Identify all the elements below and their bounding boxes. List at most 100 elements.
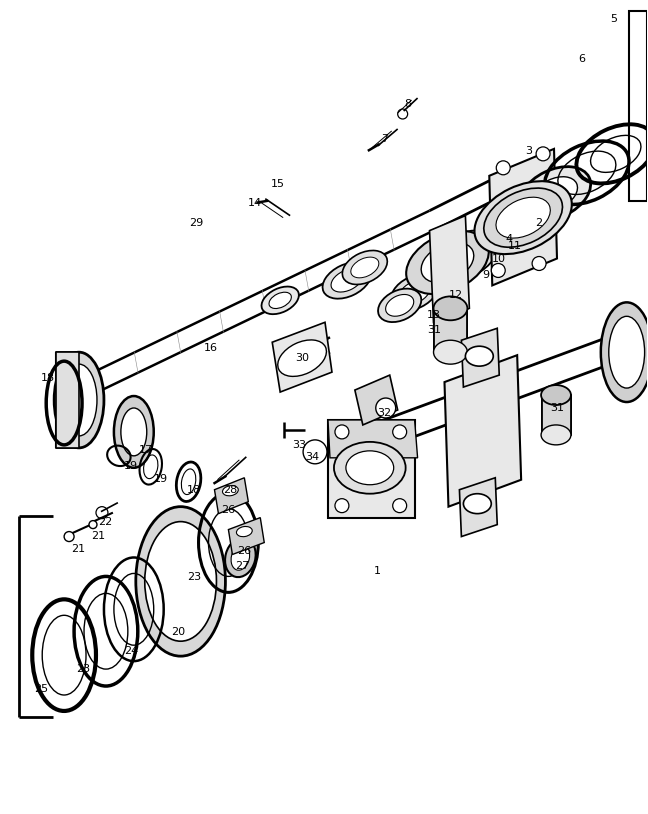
Ellipse shape xyxy=(496,161,510,175)
Ellipse shape xyxy=(463,494,491,514)
Text: 9: 9 xyxy=(483,270,490,281)
Ellipse shape xyxy=(536,147,550,161)
Ellipse shape xyxy=(222,486,238,496)
Ellipse shape xyxy=(393,499,407,513)
Ellipse shape xyxy=(346,451,394,484)
Ellipse shape xyxy=(323,262,371,299)
Ellipse shape xyxy=(532,256,546,270)
Polygon shape xyxy=(459,478,497,536)
Ellipse shape xyxy=(406,258,459,299)
Text: 20: 20 xyxy=(172,628,186,637)
Ellipse shape xyxy=(434,296,467,320)
Ellipse shape xyxy=(335,499,349,513)
Ellipse shape xyxy=(378,289,421,322)
Text: 6: 6 xyxy=(579,55,585,64)
Ellipse shape xyxy=(136,506,226,656)
Text: 29: 29 xyxy=(189,217,203,228)
Polygon shape xyxy=(355,375,398,425)
Ellipse shape xyxy=(342,251,388,284)
Text: 11: 11 xyxy=(508,241,522,251)
Ellipse shape xyxy=(386,295,413,316)
Ellipse shape xyxy=(491,264,505,278)
Ellipse shape xyxy=(121,408,146,456)
Text: 17: 17 xyxy=(139,445,153,455)
Text: 2: 2 xyxy=(535,217,542,228)
Text: 18: 18 xyxy=(187,484,201,495)
Ellipse shape xyxy=(61,364,97,436)
Ellipse shape xyxy=(465,346,493,366)
Polygon shape xyxy=(445,355,521,506)
Text: 31: 31 xyxy=(550,403,564,413)
Text: 23: 23 xyxy=(187,572,202,582)
Ellipse shape xyxy=(351,257,379,278)
Text: 33: 33 xyxy=(292,440,306,450)
Polygon shape xyxy=(272,322,332,392)
Text: 22: 22 xyxy=(98,517,112,527)
Ellipse shape xyxy=(262,287,299,314)
Polygon shape xyxy=(434,309,467,352)
Ellipse shape xyxy=(399,281,430,304)
Text: 7: 7 xyxy=(381,134,388,144)
Ellipse shape xyxy=(601,302,648,402)
Polygon shape xyxy=(461,328,499,387)
Text: 18: 18 xyxy=(41,373,55,383)
Ellipse shape xyxy=(231,545,249,571)
Text: 3: 3 xyxy=(526,146,533,155)
Text: 8: 8 xyxy=(404,99,411,109)
Ellipse shape xyxy=(496,197,550,238)
Ellipse shape xyxy=(427,254,466,283)
Ellipse shape xyxy=(331,269,363,292)
Ellipse shape xyxy=(334,442,406,494)
Ellipse shape xyxy=(474,182,572,254)
Ellipse shape xyxy=(417,246,476,291)
Ellipse shape xyxy=(393,425,407,439)
Ellipse shape xyxy=(237,527,252,536)
Text: 34: 34 xyxy=(305,452,319,462)
Polygon shape xyxy=(214,478,248,514)
Text: 28: 28 xyxy=(224,484,238,495)
Ellipse shape xyxy=(54,352,104,448)
Text: 15: 15 xyxy=(272,179,285,189)
Ellipse shape xyxy=(406,231,489,294)
Text: 30: 30 xyxy=(295,353,309,363)
Ellipse shape xyxy=(391,274,438,310)
Polygon shape xyxy=(228,518,264,554)
Ellipse shape xyxy=(541,425,571,445)
Text: 21: 21 xyxy=(91,531,105,540)
Ellipse shape xyxy=(145,522,216,641)
Text: 26: 26 xyxy=(237,545,251,555)
Text: 12: 12 xyxy=(448,291,463,300)
Ellipse shape xyxy=(608,317,645,388)
Ellipse shape xyxy=(533,177,577,211)
Text: 19: 19 xyxy=(154,474,168,484)
Ellipse shape xyxy=(278,340,327,376)
Ellipse shape xyxy=(225,538,256,577)
Ellipse shape xyxy=(434,340,467,364)
Text: 25: 25 xyxy=(34,684,49,694)
Polygon shape xyxy=(489,149,557,286)
Text: 31: 31 xyxy=(428,326,441,335)
Ellipse shape xyxy=(376,398,396,418)
Text: 19: 19 xyxy=(124,461,138,470)
Polygon shape xyxy=(328,420,417,457)
Ellipse shape xyxy=(64,532,74,541)
Text: 5: 5 xyxy=(610,15,618,24)
Ellipse shape xyxy=(484,188,562,247)
Ellipse shape xyxy=(431,230,498,281)
Polygon shape xyxy=(430,216,469,323)
Text: 21: 21 xyxy=(71,544,85,554)
Text: 24: 24 xyxy=(124,646,138,656)
Polygon shape xyxy=(290,350,308,380)
Text: 4: 4 xyxy=(505,234,513,243)
Text: 16: 16 xyxy=(203,344,218,353)
Polygon shape xyxy=(328,420,415,518)
Text: 23: 23 xyxy=(76,664,90,674)
Ellipse shape xyxy=(114,396,154,468)
Ellipse shape xyxy=(489,193,557,243)
Text: 1: 1 xyxy=(375,567,381,576)
Ellipse shape xyxy=(421,243,474,282)
Ellipse shape xyxy=(443,239,486,272)
Text: 32: 32 xyxy=(378,408,392,418)
Ellipse shape xyxy=(541,385,571,405)
Polygon shape xyxy=(542,395,571,435)
